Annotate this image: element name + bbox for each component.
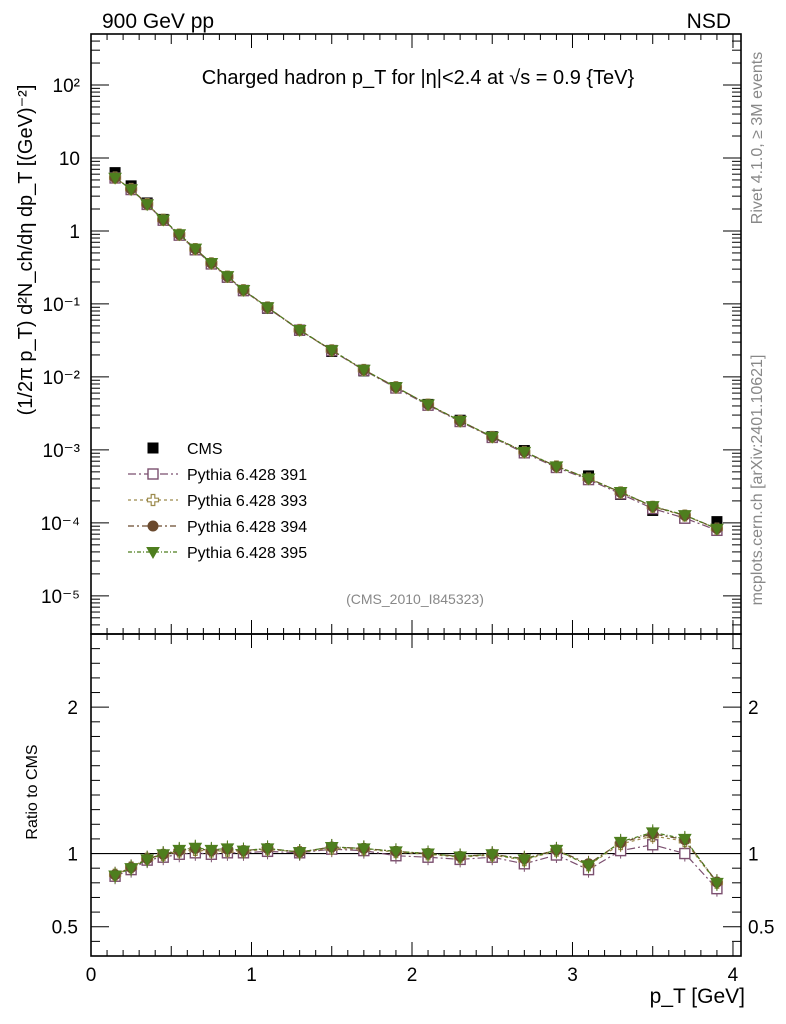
data-point-ratio	[549, 844, 564, 857]
y-tick-label: 10⁻⁵	[41, 587, 80, 608]
data-point-ratio	[260, 843, 275, 856]
y-axis-label: (1/2π p_T) d²N_ch/dη dp_T [(GeV)⁻²]	[15, 85, 37, 416]
data-point-ratio	[140, 854, 155, 867]
ratio-tick-label-right: 1	[748, 845, 759, 866]
ratio-y-axis-label: Ratio to CMS	[24, 744, 41, 839]
data-point-main	[677, 510, 692, 523]
data-point-main	[204, 258, 219, 271]
data-point-ratio	[156, 849, 171, 862]
ratio-tick-label-left: 0.5	[52, 918, 78, 939]
data-point-main	[645, 501, 660, 514]
y-tick-label: 10⁻⁴	[41, 514, 80, 535]
data-point-main	[389, 382, 403, 395]
data-point-ratio	[356, 843, 371, 856]
legend-label: Pythia 6.428 393	[187, 493, 307, 510]
x-tick-label: 2	[407, 965, 418, 986]
header-right-label: NSD	[687, 10, 731, 33]
data-point-ratio	[236, 845, 251, 858]
data-point-main	[710, 523, 724, 536]
data-point-ratio	[389, 846, 403, 859]
data-point-main	[581, 473, 596, 486]
data-point-ratio	[645, 827, 660, 840]
data-point-ratio	[124, 863, 138, 876]
legend-marker	[147, 520, 159, 532]
data-point-main	[156, 214, 171, 227]
cms-data-point	[711, 516, 723, 528]
data-point-ratio	[108, 870, 122, 883]
data-point-main	[421, 399, 435, 412]
data-point-ratio	[679, 847, 691, 860]
data-point-main	[236, 285, 251, 298]
data-point-main	[549, 461, 564, 474]
legend-label: Pythia 6.428 391	[187, 467, 307, 484]
x-tick-label: 1	[246, 965, 257, 986]
x-tick-label: 0	[86, 965, 97, 986]
rivet-label: Rivet 4.1.0, ≥ 3M events	[749, 52, 766, 224]
data-point-main	[260, 302, 275, 315]
data-point-main	[124, 184, 138, 197]
x-tick-label: 3	[567, 965, 578, 986]
data-point-ratio	[324, 841, 339, 854]
y-tick-label: 10⁻³	[43, 441, 81, 462]
ratio-tick-label-right: 0.5	[748, 918, 774, 939]
legend-marker	[146, 493, 160, 507]
y-tick-label: 10⁻¹	[43, 295, 81, 316]
data-point-main	[485, 431, 500, 444]
data-point-main	[324, 345, 339, 358]
ratio-tick-label-right: 2	[748, 698, 759, 719]
data-point-ratio	[188, 842, 203, 855]
y-tick-label: 10²	[53, 76, 80, 97]
data-point-ratio	[292, 847, 307, 860]
data-point-ratio	[172, 844, 187, 857]
data-point-main	[517, 446, 532, 459]
legend-label: Pythia 6.428 395	[187, 545, 307, 562]
data-point-ratio	[517, 854, 532, 867]
mcplots-label: mcplots.cern.ch [arXiv:2401.10621]	[749, 355, 766, 606]
data-point-main	[292, 325, 307, 338]
data-point-main	[453, 415, 467, 428]
data-point-ratio	[485, 849, 500, 862]
data-point-ratio	[453, 851, 467, 864]
header-left-label: 900 GeV pp	[102, 10, 214, 33]
data-point-main	[140, 199, 155, 212]
y-tick-label: 10⁻²	[43, 368, 81, 389]
data-point-main	[172, 229, 187, 242]
data-point-ratio	[677, 833, 692, 846]
x-tick-label: 4	[728, 965, 739, 986]
data-point-ratio	[613, 836, 628, 849]
legend-marker-cms	[147, 442, 159, 454]
legend-label: Pythia 6.428 394	[187, 519, 307, 536]
y-tick-label: 1	[69, 222, 80, 243]
data-point-ratio	[204, 844, 219, 857]
legend-label-cms: CMS	[187, 441, 223, 458]
legend-marker	[146, 547, 160, 560]
data-point-ratio	[581, 860, 596, 873]
data-point-main	[188, 243, 203, 256]
legend-marker	[147, 468, 159, 480]
data-point-main	[108, 172, 122, 185]
chart-title: Charged hadron p_T for |η|<2.4 at √s = 0…	[202, 67, 635, 89]
data-point-ratio	[710, 877, 724, 890]
analysis-tag: (CMS_2010_I845323)	[346, 591, 484, 607]
y-tick-label: 10	[59, 149, 80, 170]
data-point-main	[220, 271, 235, 284]
ratio-tick-label-left: 2	[67, 698, 78, 719]
x-axis-label: p_T [GeV]	[650, 985, 745, 1008]
data-point-ratio	[220, 843, 235, 856]
ratio-tick-label-left: 1	[67, 845, 78, 866]
data-point-main	[356, 364, 371, 377]
data-point-main	[613, 487, 628, 500]
data-point-ratio	[421, 848, 435, 861]
